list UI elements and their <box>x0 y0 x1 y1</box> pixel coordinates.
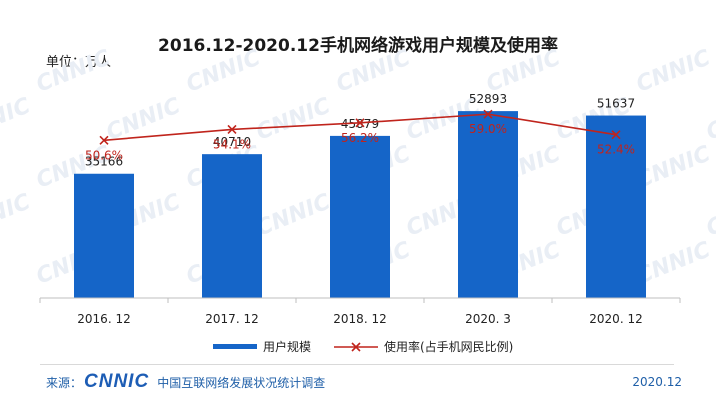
usage-rate-label: 56.2% <box>341 131 379 145</box>
source-org: 中国互联网络发展状况统计调查 <box>157 375 326 390</box>
unit-label: 单位：万人 <box>46 55 112 70</box>
bar-user-scale <box>202 154 262 298</box>
bar-value-label: 35166 <box>85 155 123 169</box>
watermark-text: CNNIC <box>703 189 716 241</box>
bar-value-label: 51637 <box>597 97 635 111</box>
usage-rate-label: 52.4% <box>597 143 635 157</box>
footer-date: 2020.12 <box>632 375 682 389</box>
usage-rate-marker <box>355 118 365 128</box>
line-layer: 50.6% 54.1% 56.2% 59.0% 52.4% <box>85 109 635 162</box>
usage-rate-marker <box>611 130 621 140</box>
bar-user-scale <box>458 111 518 299</box>
legend-bar-label: 用户规模 <box>263 339 311 354</box>
legend-bar-swatch <box>213 344 257 349</box>
bars-layer: 3516640710458795289351637 <box>74 92 646 299</box>
bar-user-scale <box>74 173 134 298</box>
bar-value-label: 52893 <box>469 92 507 106</box>
x-tick-label: 2016. 12 <box>77 312 130 326</box>
watermark-text: CNNIC <box>633 45 714 97</box>
cnnic-logo: CNNIC <box>84 371 150 392</box>
axis-layer: 2016. 12 2017. 12 2018. 12 2020. 3 2020. 12 <box>39 297 681 326</box>
x-tick-label: 2020. 12 <box>589 312 642 326</box>
source-prefix: 来源： <box>46 375 83 390</box>
usage-rate-marker <box>99 135 109 145</box>
legend-line-marker <box>351 342 361 352</box>
watermark-text: CNNIC <box>253 93 334 145</box>
footer-divider <box>40 364 674 365</box>
chart-title: 2016.12-2020.12手机网络游戏用户规模及使用率 <box>158 36 558 56</box>
usage-rate-marker <box>483 109 493 119</box>
bar-value-label: 40710 <box>213 135 251 149</box>
usage-rate-label: 50.6% <box>85 148 123 162</box>
watermark-text: CNNIC <box>33 45 114 97</box>
watermark-text: CNNIC <box>703 93 716 145</box>
footer: 来源： CNNIC 中国互联网络发展状况统计调查 2020.12 <box>46 371 682 393</box>
usage-rate-label: 54.1% <box>213 137 251 151</box>
legend-line-label: 使用率(占手机网民比例) <box>384 339 513 354</box>
x-tick-label: 2020. 3 <box>465 312 511 326</box>
usage-rate-marker <box>227 124 237 134</box>
watermark-text: CNNIC <box>0 93 34 145</box>
watermark-text: CNNIC <box>253 189 334 241</box>
watermark-text: CNNIC <box>483 45 564 97</box>
x-tick-label: 2018. 12 <box>333 312 386 326</box>
bar-user-scale <box>586 115 646 299</box>
usage-rate-label: 59.0% <box>469 122 507 136</box>
bar-user-scale <box>330 135 390 298</box>
watermark-text: CNNIC <box>333 45 414 97</box>
x-tick-label: 2017. 12 <box>205 312 258 326</box>
watermark-text: CNNIC <box>0 189 34 241</box>
legend-layer: 用户规模 使用率(占手机网民比例) <box>213 339 513 354</box>
watermark-text: CNNIC <box>183 45 264 97</box>
